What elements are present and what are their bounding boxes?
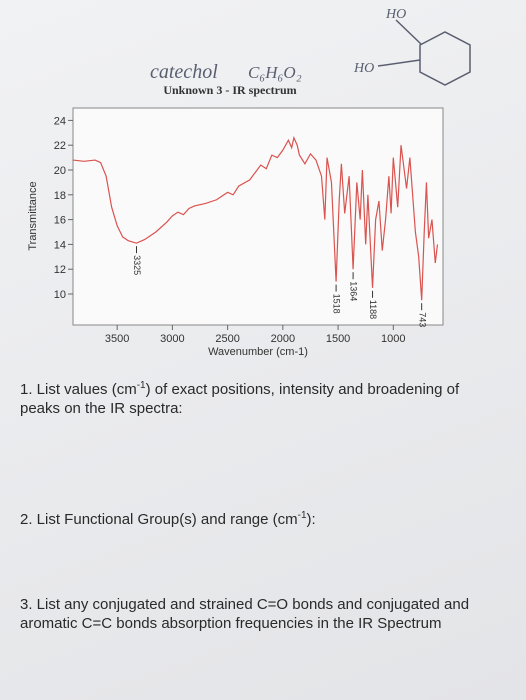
question: 2. List Functional Group(s) and range (c…	[20, 506, 470, 529]
x-tick-label: 2000	[271, 333, 295, 345]
y-tick-label: 18	[54, 190, 66, 202]
question-text: 1. List values (cm	[20, 381, 137, 398]
chart: catechol C₆H₆O₂ HO HO Unknown 3 - IR spe…	[27, 7, 471, 358]
x-tick-label: 3000	[160, 333, 184, 345]
peak-label: 3325	[132, 255, 142, 275]
ho-label: HO	[353, 61, 374, 76]
question: 3. List any conjugated and strained C=O …	[20, 595, 470, 633]
superscript: -1	[136, 380, 146, 391]
bond	[395, 19, 422, 45]
x-tick-label: 1000	[381, 333, 405, 345]
plot-area	[72, 107, 444, 326]
question: 1. List values (cm-1) of exact positions…	[20, 376, 470, 418]
benzene-ring	[419, 31, 471, 86]
question-text: 3. List any conjugated and strained C=O …	[20, 596, 470, 632]
question-text: ):	[306, 511, 316, 528]
y-tick-label: 12	[54, 264, 66, 276]
y-axis-label: Transmittance	[27, 181, 39, 250]
ho-label: HO	[385, 7, 406, 22]
compound-name: catechol	[150, 61, 218, 83]
x-tick-label: 2500	[215, 333, 239, 345]
question-text: 2. List Functional Group(s) and range (c…	[20, 511, 298, 528]
y-tick-label: 14	[54, 239, 66, 251]
chart-title: Unknown 3 - IR spectrum	[163, 83, 296, 97]
peak-label: 1364	[349, 281, 359, 301]
x-tick-label: 3500	[105, 333, 129, 345]
peak-label: 1518	[332, 294, 342, 314]
x-tick-label: 1500	[326, 333, 350, 345]
y-tick-label: 20	[54, 165, 66, 177]
peak-label: 743	[417, 312, 427, 327]
y-tick-label: 22	[54, 140, 66, 152]
spectrum-line	[72, 135, 439, 301]
bond	[377, 59, 421, 67]
y-tick-label: 24	[54, 115, 66, 127]
y-tick-label: 10	[54, 289, 66, 301]
formula: C₆H₆O₂	[248, 63, 302, 82]
x-axis-label: Wavenumber (cm-1)	[208, 346, 308, 358]
peak-label: 1188	[368, 300, 378, 319]
question-text: ) of exact positions, intensity and broa…	[20, 381, 460, 417]
superscript: -1	[297, 510, 307, 521]
y-tick-label: 16	[54, 215, 66, 227]
